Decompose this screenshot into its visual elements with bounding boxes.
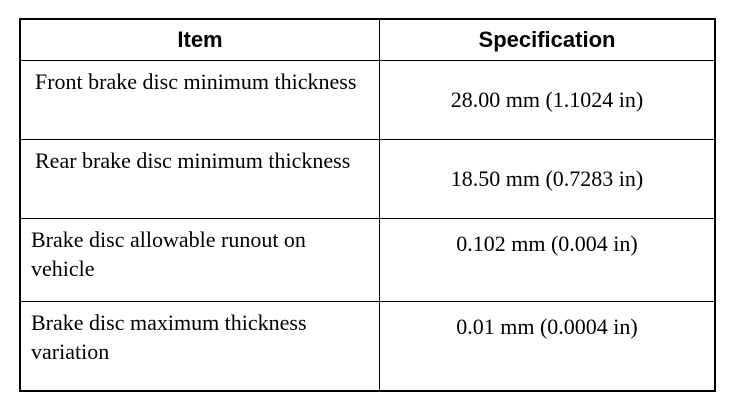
spec-cell: 28.00 mm (1.1024 in) [379, 60, 716, 140]
row: Front brake disc minimum thickness 28.00… [19, 60, 716, 140]
header-cell: Item [19, 18, 380, 61]
spec-cell: 0.01 mm (0.0004 in) [379, 301, 716, 392]
row: Brake disc maximum thickness variation 0… [19, 301, 716, 392]
spec-table: Item Specification Front brake disc mini… [19, 18, 716, 392]
item-cell: Front brake disc minimum thickness [19, 60, 380, 140]
spec-cell: 18.50 mm (0.7283 in) [379, 139, 716, 219]
item-cell: Brake disc allowable runout on vehicle [19, 218, 380, 302]
row: Rear brake disc minimum thickness 18.50 … [19, 139, 716, 219]
row: Brake disc allowable runout on vehicle 0… [19, 218, 716, 302]
header-row: Item Specification [19, 18, 716, 61]
item-cell: Rear brake disc minimum thickness [19, 139, 380, 219]
item-cell: Brake disc maximum thickness variation [19, 301, 380, 392]
header-cell: Specification [379, 18, 716, 61]
spec-cell: 0.102 mm (0.004 in) [379, 218, 716, 302]
